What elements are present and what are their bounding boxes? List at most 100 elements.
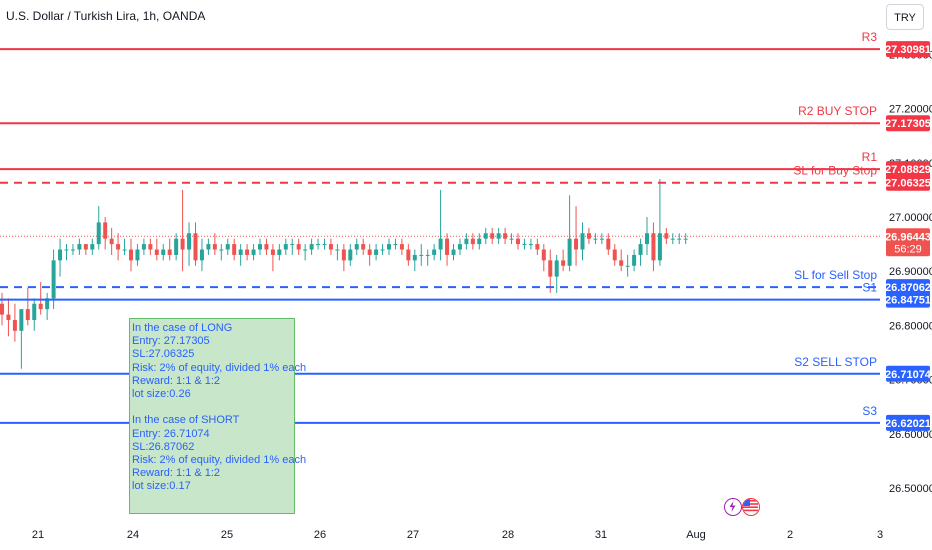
candle [322, 238, 327, 250]
candle [593, 233, 598, 245]
candle [122, 238, 127, 255]
candle [199, 238, 204, 272]
candle [161, 244, 166, 261]
candle [548, 249, 553, 293]
candle [64, 244, 69, 261]
candle [619, 249, 624, 272]
x-tick-label: 27 [407, 529, 419, 541]
candle [535, 238, 540, 255]
candle [509, 233, 514, 245]
candle [135, 244, 140, 266]
candle [561, 249, 566, 272]
us-flag-icon[interactable] [742, 498, 760, 516]
candle [664, 227, 669, 245]
note-line: lot size:0.26 [132, 387, 191, 400]
candle [483, 227, 488, 245]
level-label: R3 [862, 30, 878, 44]
candle [367, 244, 372, 266]
candle [103, 217, 108, 250]
candle [12, 303, 17, 342]
candles [0, 179, 688, 369]
time-axis[interactable]: 21 24 25 26 27 28 31 Aug 2 3 [32, 529, 883, 541]
candle [380, 244, 385, 255]
candle [148, 238, 153, 255]
candle [38, 282, 43, 315]
candle [96, 206, 101, 250]
note-line: In the case of SHORT [132, 414, 240, 427]
trade-plan-note[interactable]: In the case of LONG Entry: 27.17305 SL:2… [129, 318, 307, 514]
candle [361, 238, 366, 255]
note-line: Reward: 1:1 & 1:2 [132, 467, 221, 480]
candle [438, 189, 443, 261]
candle [387, 238, 391, 255]
candle [264, 238, 269, 255]
svg-text:27.17305: 27.17305 [885, 118, 931, 130]
y-tick-label: 27.00000 [889, 212, 932, 224]
candle [45, 292, 50, 320]
price-labels: 27.30981 27.17305 27.08829 27.06325 26.87062… [885, 41, 932, 431]
svg-text:26.96443: 26.96443 [885, 231, 931, 243]
candle [341, 244, 346, 272]
level-line[interactable]: R3 [0, 30, 880, 51]
candle [586, 227, 591, 245]
candle [129, 238, 133, 272]
candle [638, 238, 643, 266]
candle [109, 227, 114, 255]
candle [309, 238, 314, 255]
candle [574, 206, 579, 266]
level-label: S2 SELL STOP [794, 355, 877, 369]
candle [180, 189, 185, 272]
level-line[interactable]: SL for Sell Stop [0, 268, 880, 289]
svg-text:27.08829: 27.08829 [885, 164, 931, 176]
candle [580, 222, 585, 261]
candle [522, 238, 527, 250]
candle [25, 287, 30, 326]
currency-button[interactable]: TRY [886, 4, 924, 30]
candle [528, 238, 533, 250]
candle [393, 238, 398, 250]
candle [599, 233, 604, 245]
x-tick-label: 31 [595, 529, 607, 541]
x-tick-label: 26 [314, 529, 326, 541]
note-line: In the case of LONG [132, 322, 233, 334]
candle [374, 244, 379, 261]
x-tick-label: 21 [32, 529, 44, 541]
candle [193, 222, 198, 266]
candle [116, 233, 121, 261]
candle [451, 244, 456, 261]
y-tick-label: 27.20000 [889, 104, 932, 116]
candle [32, 298, 37, 331]
y-tick-label: 26.90000 [889, 266, 932, 278]
candle [419, 244, 424, 266]
candle [354, 238, 359, 255]
candle [283, 238, 288, 255]
candle [348, 244, 353, 266]
candle [457, 238, 462, 255]
level-label: R2 BUY STOP [798, 104, 877, 118]
candle [657, 179, 662, 266]
y-tick-label: 26.50000 [889, 483, 932, 495]
level-line[interactable]: SL for Buy Stop [0, 164, 880, 184]
candle [316, 238, 321, 250]
candle [496, 227, 501, 245]
level-line[interactable]: S1 [0, 281, 880, 301]
candle [612, 244, 617, 266]
price-tag: 26.84751 [885, 291, 931, 308]
note-line: Risk: 2% of equity, divided 1% each [132, 453, 307, 466]
candle [238, 244, 243, 266]
candle [541, 244, 546, 272]
candle [77, 238, 82, 255]
candle [90, 238, 95, 255]
candle [328, 238, 333, 255]
note-line: Risk: 2% of equity, divided 1% each [132, 361, 307, 374]
level-line[interactable]: R1 [0, 150, 880, 171]
svg-text:26.62021: 26.62021 [885, 418, 931, 430]
note-line: Entry: 26.71074 [132, 427, 210, 440]
candle [335, 244, 340, 261]
candle [187, 222, 192, 266]
candle [567, 195, 572, 272]
svg-text:26.87062: 26.87062 [885, 282, 931, 294]
lightning-icon[interactable] [724, 498, 742, 516]
level-line[interactable]: R2 BUY STOP [0, 104, 880, 125]
candle [406, 244, 411, 266]
